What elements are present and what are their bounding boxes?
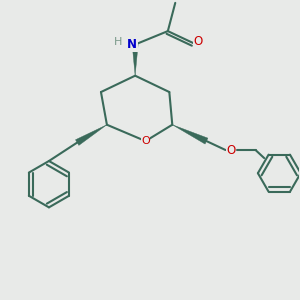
Polygon shape [132,44,138,76]
Polygon shape [172,125,208,144]
Text: O: O [141,136,150,146]
Text: N: N [127,38,137,51]
Text: O: O [194,35,203,48]
Text: O: O [226,143,236,157]
Polygon shape [76,125,107,146]
Text: H: H [114,37,122,46]
